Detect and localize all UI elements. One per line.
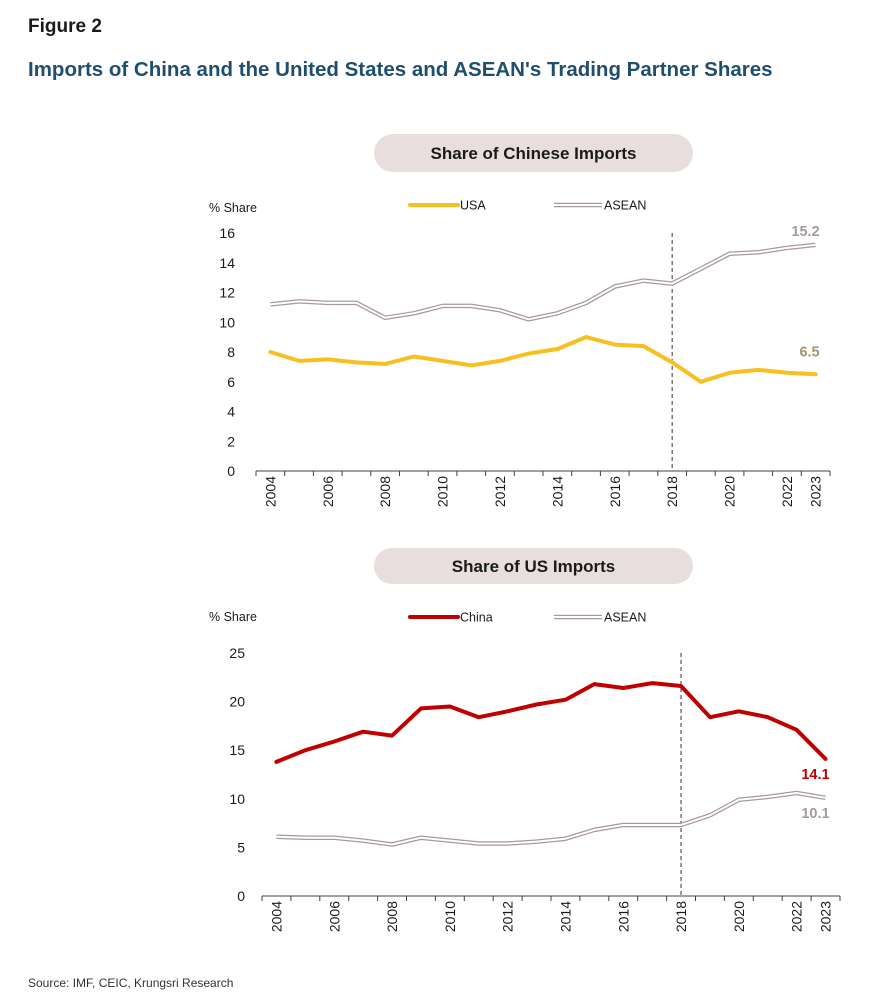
x-tick-label: 2006: [320, 476, 336, 507]
chart-title: Share of Chinese Imports: [431, 144, 637, 163]
series-line-asean: [270, 242, 816, 322]
chart-us-imports: Share of US Imports % Share China ASEAN 0 5 10…: [209, 548, 841, 932]
series-line-asean: [276, 790, 826, 847]
x-tick-label: 2008: [377, 476, 393, 507]
y-tick-label: 10: [219, 314, 235, 330]
x-tick-label: 2022: [779, 476, 795, 507]
y-tick-label: 20: [229, 694, 245, 710]
y-tick-label: 12: [219, 285, 235, 301]
series-line-inner-asean: [276, 792, 826, 846]
y-axis-label: % Share: [209, 610, 257, 624]
series-line-inner-asean: [270, 243, 816, 321]
y-tick-label: 4: [227, 404, 235, 420]
figure-title: Imports of China and the United States a…: [28, 58, 773, 81]
x-tick-label: 2012: [500, 901, 516, 932]
figure-label: Figure 2: [28, 16, 102, 37]
y-tick-label: 10: [229, 791, 245, 807]
x-tick-label: 2014: [549, 476, 565, 507]
x-tick-label: 2016: [607, 476, 623, 507]
x-tick-label: 2008: [384, 901, 400, 932]
y-tick-label: 8: [227, 344, 235, 360]
series-line-usa: [268, 335, 818, 384]
y-axis-label: % Share: [209, 201, 257, 215]
legend-label-asean: ASEAN: [604, 199, 646, 213]
legend-label-asean: ASEAN: [604, 611, 646, 625]
y-tick-label: 14: [219, 255, 235, 271]
x-tick-label: 2020: [722, 476, 738, 507]
x-tick-label: 2023: [808, 476, 824, 507]
chart-title-pill: [374, 134, 693, 172]
end-label-china: 14.1: [801, 767, 829, 783]
x-tick-label: 2006: [326, 901, 342, 932]
legend-label-usa: USA: [460, 199, 486, 213]
legend-label-china: China: [460, 611, 493, 625]
end-label-usa: 6.5: [799, 344, 819, 360]
y-tick-label: 0: [237, 888, 245, 904]
x-tick-label: 2010: [442, 901, 458, 932]
y-tick-label: 0: [227, 463, 235, 479]
y-tick-label: 6: [227, 374, 235, 390]
x-tick-label: 2004: [262, 476, 278, 507]
end-label-asean: 15.2: [791, 224, 819, 240]
x-tick-label: 2018: [673, 901, 689, 932]
x-tick-label: 2020: [731, 901, 747, 932]
end-label-asean: 10.1: [801, 806, 829, 822]
y-tick-label: 2: [227, 433, 235, 449]
y-tick-label: 5: [237, 839, 245, 855]
x-tick-label: 2016: [615, 901, 631, 932]
chart-title: Share of US Imports: [452, 557, 615, 576]
y-tick-label: 25: [229, 645, 245, 661]
chart-chinese-imports: Share of Chinese Imports % Share USA ASEAN 0…: [209, 134, 831, 507]
x-tick-label: 2018: [664, 476, 680, 507]
x-tick-label: 2010: [435, 476, 451, 507]
source-note: Source: IMF, CEIC, Krungsri Research: [28, 976, 234, 990]
x-tick-label: 2004: [268, 901, 284, 932]
x-tick-label: 2014: [557, 901, 573, 932]
y-tick-label: 15: [229, 742, 245, 758]
chart-title-pill: [374, 548, 693, 584]
x-tick-label: 2022: [789, 901, 805, 932]
y-tick-label: 16: [219, 225, 235, 241]
x-tick-label: 2023: [818, 901, 834, 932]
x-tick-label: 2012: [492, 476, 508, 507]
series-line-china: [274, 681, 828, 764]
